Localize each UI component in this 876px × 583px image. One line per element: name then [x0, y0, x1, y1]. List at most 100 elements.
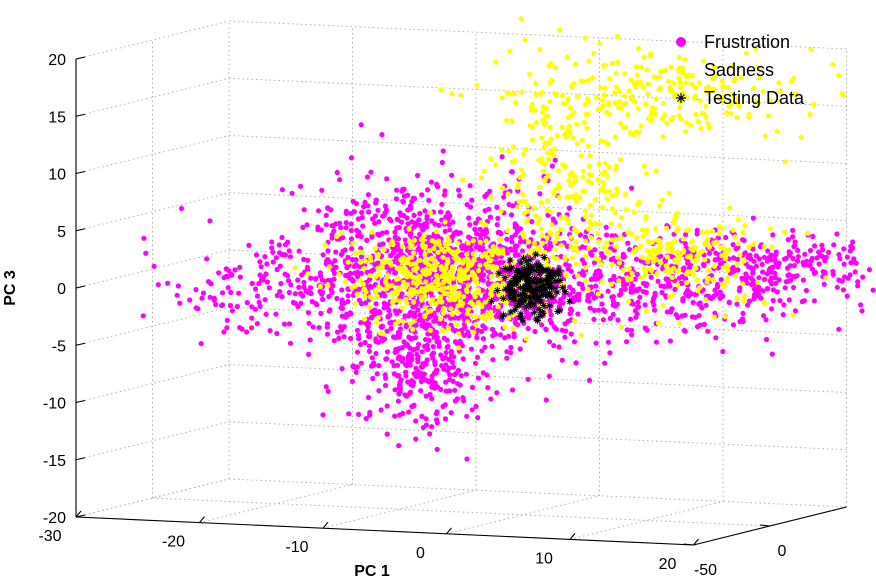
data-point [617, 235, 624, 241]
data-point [652, 290, 658, 296]
data-point [236, 290, 242, 296]
data-point [279, 187, 285, 193]
data-point [532, 315, 540, 323]
data-point [343, 220, 349, 226]
data-point [456, 331, 462, 337]
data-point [629, 270, 635, 276]
data-point [508, 344, 514, 351]
data-point [454, 294, 460, 300]
data-point [636, 304, 642, 310]
data-point [384, 403, 390, 409]
data-point [628, 77, 634, 83]
data-point [578, 271, 585, 277]
data-point [362, 316, 368, 322]
data-point [199, 295, 205, 301]
data-point [509, 247, 515, 253]
data-point [477, 239, 483, 245]
data-point [512, 99, 519, 105]
data-point [664, 246, 671, 252]
data-point [811, 101, 817, 107]
data-point [355, 411, 362, 417]
data-point [790, 91, 796, 97]
data-point [506, 333, 512, 339]
data-point [635, 105, 641, 111]
data-point [704, 229, 710, 235]
data-point [348, 210, 354, 216]
data-point [769, 257, 775, 263]
data-point [223, 273, 229, 279]
data-point [361, 265, 367, 272]
data-point [480, 370, 486, 376]
data-point [575, 294, 582, 300]
data-point [519, 248, 526, 254]
legend-marker [676, 65, 686, 75]
data-point [539, 322, 545, 328]
data-point [568, 268, 574, 274]
z-tick-mark [75, 113, 86, 117]
data-point [450, 219, 456, 225]
data-point [363, 300, 369, 306]
data-point [396, 287, 402, 293]
data-point [410, 195, 416, 201]
data-point [427, 210, 433, 216]
data-point [543, 277, 551, 285]
data-point [583, 238, 589, 244]
data-point [443, 362, 449, 368]
data-point [750, 241, 756, 247]
data-point [695, 288, 701, 294]
data-point [326, 264, 333, 270]
data-point [269, 245, 275, 251]
data-point [588, 251, 594, 257]
data-point [360, 204, 367, 210]
data-point [697, 249, 704, 256]
data-point [417, 274, 423, 280]
data-point [505, 265, 513, 273]
data-point [658, 260, 664, 266]
data-point [517, 310, 525, 318]
data-point [820, 247, 826, 253]
data-point [614, 191, 620, 197]
data-point [457, 193, 463, 199]
data-point [178, 205, 185, 212]
data-point [483, 238, 489, 244]
data-point [461, 332, 467, 338]
data-point [499, 311, 507, 319]
z-tick-mark [75, 514, 86, 518]
data-point [368, 284, 375, 290]
data-point [800, 277, 807, 283]
data-point [436, 299, 442, 305]
data-point [356, 286, 362, 292]
data-point [432, 361, 438, 368]
data-point [533, 120, 540, 126]
data-point [559, 284, 567, 292]
data-point [570, 299, 577, 305]
data-point [221, 329, 227, 335]
data-point [639, 254, 645, 260]
data-point [632, 276, 638, 282]
data-point [498, 208, 504, 214]
data-point [373, 197, 379, 203]
data-point [348, 236, 355, 242]
data-point [731, 255, 737, 261]
data-point [571, 110, 577, 116]
data-point [752, 46, 758, 52]
data-point [820, 269, 826, 275]
data-point [511, 331, 517, 337]
data-point [683, 232, 689, 238]
data-point [415, 359, 421, 365]
data-point [614, 301, 621, 307]
data-point [582, 35, 588, 41]
data-point [734, 294, 741, 301]
x-tick-label: -20 [162, 534, 185, 551]
data-point [502, 324, 508, 330]
data-point [254, 321, 260, 327]
data-point [347, 270, 354, 276]
data-point [600, 103, 606, 109]
data-point [675, 210, 681, 216]
data-point [499, 95, 505, 101]
data-point [396, 391, 402, 397]
data-point [440, 403, 446, 410]
data-point [281, 321, 288, 327]
data-point [756, 256, 762, 262]
